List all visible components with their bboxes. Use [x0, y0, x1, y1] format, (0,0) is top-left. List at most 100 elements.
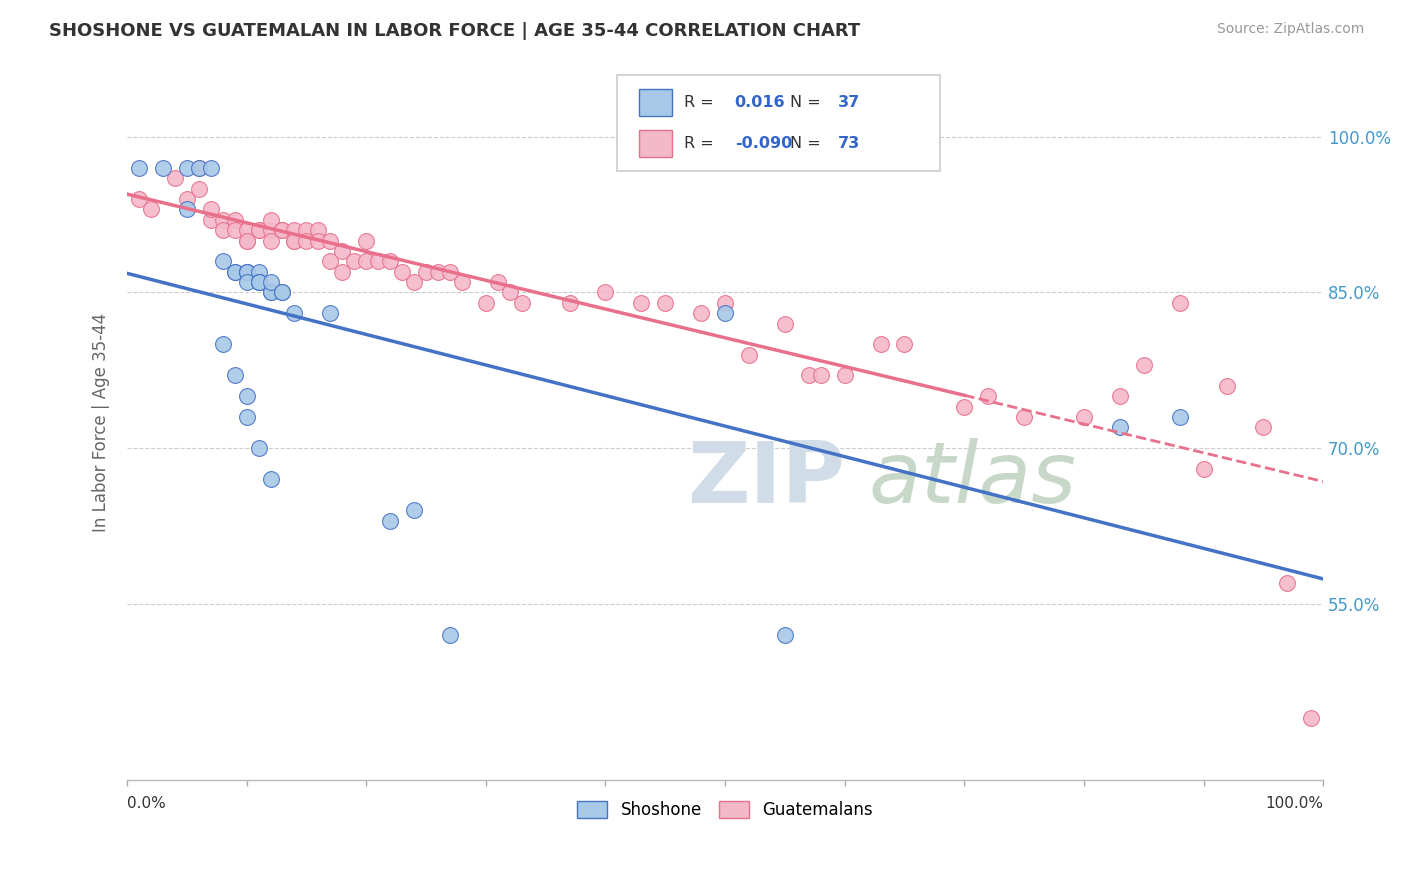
Point — [211, 212, 233, 227]
Text: 0.0%: 0.0% — [127, 796, 166, 811]
Point — [224, 265, 246, 279]
Point — [283, 234, 305, 248]
Point — [211, 337, 233, 351]
Point — [595, 285, 617, 300]
Point — [1168, 409, 1191, 424]
Point — [283, 223, 305, 237]
Point — [200, 202, 222, 217]
Point — [128, 161, 150, 175]
Point — [499, 285, 522, 300]
Point — [128, 192, 150, 206]
Point — [654, 295, 676, 310]
FancyBboxPatch shape — [617, 75, 941, 171]
Point — [1277, 576, 1299, 591]
Text: R =: R = — [685, 136, 720, 152]
Point — [247, 223, 270, 237]
Point — [283, 306, 305, 320]
Point — [235, 409, 257, 424]
Text: N =: N = — [790, 136, 825, 152]
Point — [224, 368, 246, 383]
Point — [211, 223, 233, 237]
Legend: Shoshone, Guatemalans: Shoshone, Guatemalans — [571, 794, 879, 826]
Point — [714, 295, 737, 310]
Point — [259, 285, 281, 300]
Point — [1012, 409, 1035, 424]
Point — [319, 234, 342, 248]
Text: N =: N = — [790, 95, 825, 110]
Point — [330, 265, 353, 279]
Point — [1108, 389, 1130, 403]
FancyBboxPatch shape — [638, 130, 672, 157]
Point — [1132, 358, 1154, 372]
Point — [283, 234, 305, 248]
Point — [259, 234, 281, 248]
Point — [378, 254, 401, 268]
Point — [187, 181, 209, 195]
Point — [271, 285, 294, 300]
Point — [558, 295, 581, 310]
Point — [176, 192, 198, 206]
Point — [152, 161, 174, 175]
Point — [354, 234, 377, 248]
Point — [235, 234, 257, 248]
Point — [271, 223, 294, 237]
Point — [235, 389, 257, 403]
Point — [200, 161, 222, 175]
Point — [1301, 711, 1323, 725]
Point — [224, 212, 246, 227]
Point — [259, 275, 281, 289]
Point — [200, 212, 222, 227]
Point — [247, 275, 270, 289]
Point — [176, 161, 198, 175]
Point — [354, 254, 377, 268]
Y-axis label: In Labor Force | Age 35-44: In Labor Force | Age 35-44 — [93, 312, 110, 532]
Point — [307, 234, 329, 248]
Text: atlas: atlas — [869, 438, 1077, 521]
Text: 73: 73 — [838, 136, 859, 152]
Point — [259, 472, 281, 486]
Text: 0.016: 0.016 — [735, 95, 786, 110]
Point — [415, 265, 437, 279]
Point — [797, 368, 820, 383]
Text: SHOSHONE VS GUATEMALAN IN LABOR FORCE | AGE 35-44 CORRELATION CHART: SHOSHONE VS GUATEMALAN IN LABOR FORCE | … — [49, 22, 860, 40]
Point — [690, 306, 713, 320]
Text: ZIP: ZIP — [688, 438, 845, 521]
Point — [235, 265, 257, 279]
Point — [404, 275, 426, 289]
Point — [714, 306, 737, 320]
Point — [271, 285, 294, 300]
Text: -0.090: -0.090 — [735, 136, 792, 152]
Point — [810, 368, 832, 383]
Point — [834, 368, 856, 383]
Point — [343, 254, 366, 268]
Point — [259, 223, 281, 237]
Point — [224, 223, 246, 237]
Point — [235, 265, 257, 279]
Point — [295, 234, 318, 248]
Point — [235, 275, 257, 289]
Point — [451, 275, 474, 289]
Point — [404, 503, 426, 517]
Point — [295, 223, 318, 237]
Point — [235, 234, 257, 248]
Point — [391, 265, 413, 279]
Text: Source: ZipAtlas.com: Source: ZipAtlas.com — [1216, 22, 1364, 37]
Point — [163, 171, 186, 186]
Point — [475, 295, 498, 310]
Point — [738, 348, 761, 362]
Point — [330, 244, 353, 258]
Point — [1192, 462, 1215, 476]
Point — [439, 265, 461, 279]
Point — [427, 265, 450, 279]
Point — [893, 337, 915, 351]
Point — [247, 265, 270, 279]
Point — [176, 202, 198, 217]
Point — [259, 212, 281, 227]
Point — [486, 275, 509, 289]
Point — [235, 265, 257, 279]
Point — [235, 223, 257, 237]
Text: R =: R = — [685, 95, 720, 110]
Point — [271, 223, 294, 237]
Point — [259, 285, 281, 300]
Point — [1168, 295, 1191, 310]
